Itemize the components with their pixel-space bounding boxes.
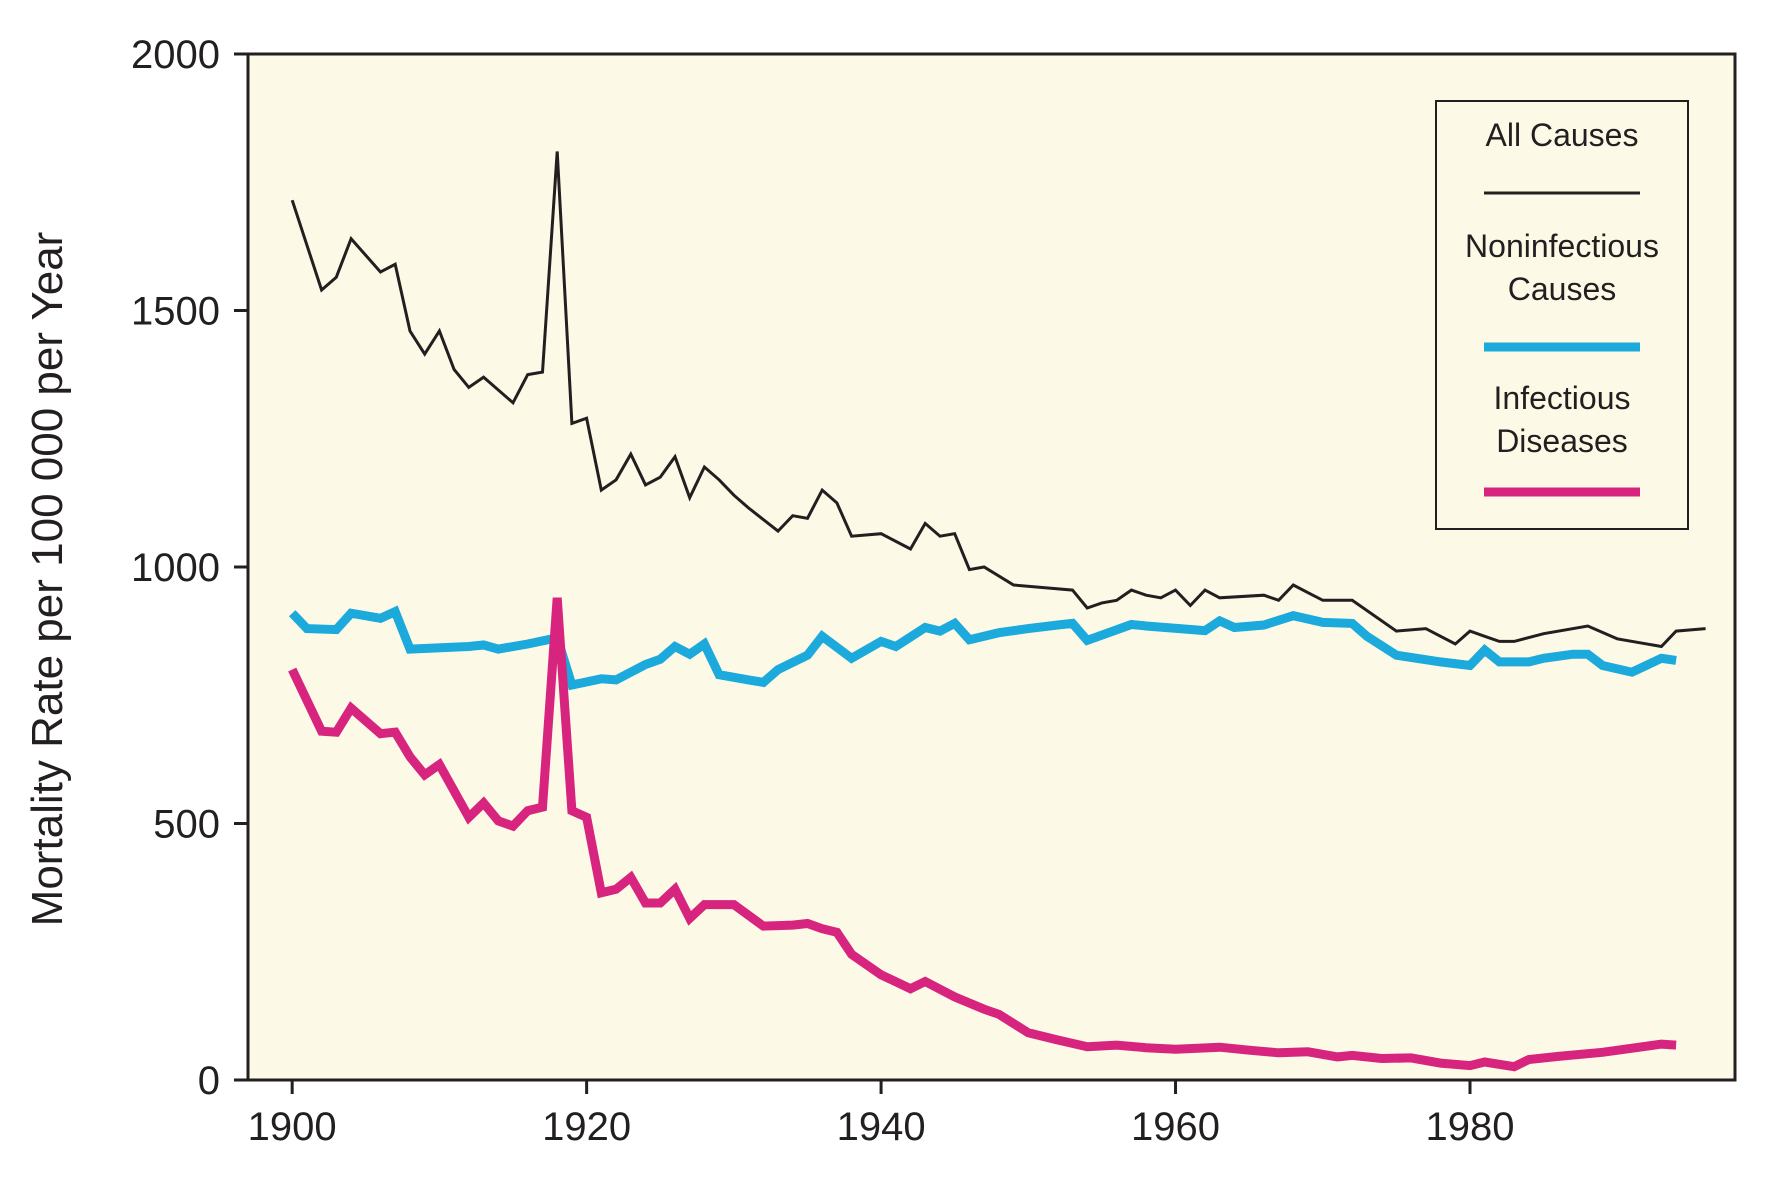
series-line-1: [290, 151, 1706, 649]
y-tick-label: 500: [153, 803, 220, 847]
y-tick-label: 1000: [131, 546, 220, 590]
legend-box: [1435, 100, 1689, 530]
legend-label: All Causes: [1486, 117, 1639, 153]
legend-label: Diseases: [1496, 423, 1628, 459]
y-tick-label: 1500: [131, 290, 220, 334]
y-axis-title: Mortality Rate per 100 000 per Year: [23, 232, 72, 927]
plot-area: [248, 54, 1735, 1080]
series-line-2: [288, 605, 1677, 691]
x-tick-label: 1960: [1131, 1105, 1220, 1149]
legend-label: Infectious: [1494, 380, 1631, 416]
legend-label: Noninfectious: [1465, 228, 1659, 264]
legend-label: Causes: [1508, 271, 1617, 307]
x-tick-label: 1980: [1425, 1105, 1514, 1149]
x-tick-label: 1940: [837, 1105, 926, 1149]
legend: All Causes Noninfectious Causes Infectious D…: [1435, 100, 1689, 530]
x-tick-label: 1900: [248, 1105, 337, 1149]
y-tick-label: 2000: [131, 33, 220, 77]
series-layer: [288, 151, 1706, 1072]
axes-layer: 0 500 1000 1500 2000 1900 1920 1940 1960 1980: [131, 33, 1737, 1149]
series-line-3: [288, 597, 1677, 1072]
x-tick-label: 1920: [542, 1105, 631, 1149]
y-tick-label: 0: [198, 1059, 220, 1103]
